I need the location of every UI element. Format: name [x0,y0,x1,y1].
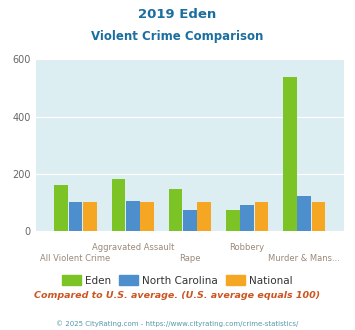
Text: 2019 Eden: 2019 Eden [138,8,217,21]
Bar [69,202,82,231]
Bar [297,196,311,231]
Bar [226,211,240,231]
Bar [312,202,326,231]
Text: Rape: Rape [179,254,201,263]
Text: Robbery: Robbery [230,243,265,251]
Bar [255,202,268,231]
Text: Violent Crime Comparison: Violent Crime Comparison [91,30,264,43]
Bar [183,211,197,231]
Bar [283,77,297,231]
Text: Murder & Mans...: Murder & Mans... [268,254,340,263]
Bar [111,179,125,231]
Text: Compared to U.S. average. (U.S. average equals 100): Compared to U.S. average. (U.S. average … [34,291,321,300]
Bar [54,185,68,231]
Text: © 2025 CityRating.com - https://www.cityrating.com/crime-statistics/: © 2025 CityRating.com - https://www.city… [56,320,299,327]
Text: All Violent Crime: All Violent Crime [40,254,111,263]
Bar [197,202,211,231]
Text: Aggravated Assault: Aggravated Assault [92,243,174,251]
Bar [169,189,182,231]
Legend: Eden, North Carolina, National: Eden, North Carolina, National [58,271,297,290]
Bar [140,202,154,231]
Bar [83,202,97,231]
Bar [126,201,140,231]
Bar [240,205,254,231]
